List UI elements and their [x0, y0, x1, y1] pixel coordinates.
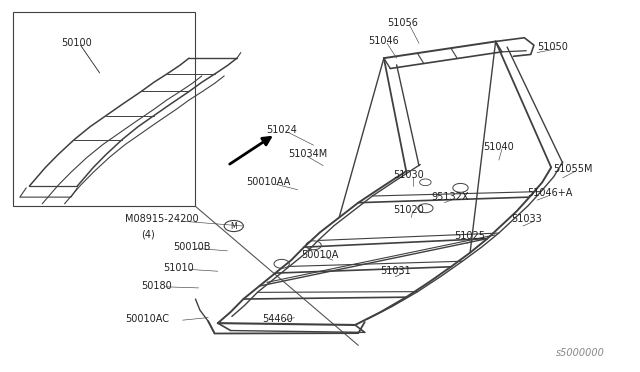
Text: (4): (4) [141, 229, 155, 239]
Text: M08915-24200: M08915-24200 [125, 214, 199, 224]
Text: 50010AC: 50010AC [125, 314, 169, 324]
Text: 51031: 51031 [381, 266, 412, 276]
Text: 51050: 51050 [537, 42, 568, 52]
Text: 51020: 51020 [394, 205, 424, 215]
Text: 50010B: 50010B [173, 242, 211, 252]
Text: s5000000: s5000000 [556, 348, 605, 358]
Text: 51056: 51056 [387, 18, 418, 28]
Text: 51034M: 51034M [288, 150, 327, 160]
Text: 95132X: 95132X [432, 192, 469, 202]
Text: 51046: 51046 [368, 36, 399, 46]
Text: 50010A: 50010A [301, 250, 338, 260]
Text: M: M [230, 221, 237, 231]
Text: 51025: 51025 [454, 231, 485, 241]
Text: 51055M: 51055M [553, 164, 593, 174]
Text: 50100: 50100 [61, 38, 92, 48]
Text: 51046+A: 51046+A [527, 188, 573, 198]
Text: 54460: 54460 [262, 314, 293, 324]
Text: 51040: 51040 [483, 142, 513, 152]
Text: 51010: 51010 [164, 263, 195, 273]
Text: 51033: 51033 [511, 214, 542, 224]
Text: 50010AA: 50010AA [246, 177, 291, 187]
Text: 50180: 50180 [141, 281, 172, 291]
Text: 51030: 51030 [394, 170, 424, 180]
Text: 51024: 51024 [266, 125, 296, 135]
